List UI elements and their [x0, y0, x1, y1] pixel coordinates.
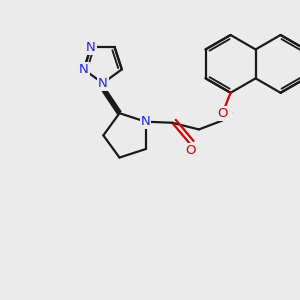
Text: N: N [98, 77, 108, 90]
Text: O: O [185, 144, 195, 157]
Text: N: N [141, 115, 150, 128]
Text: N: N [86, 40, 96, 53]
Text: N: N [79, 63, 89, 76]
Text: N: N [141, 115, 150, 128]
Text: O: O [217, 107, 227, 120]
